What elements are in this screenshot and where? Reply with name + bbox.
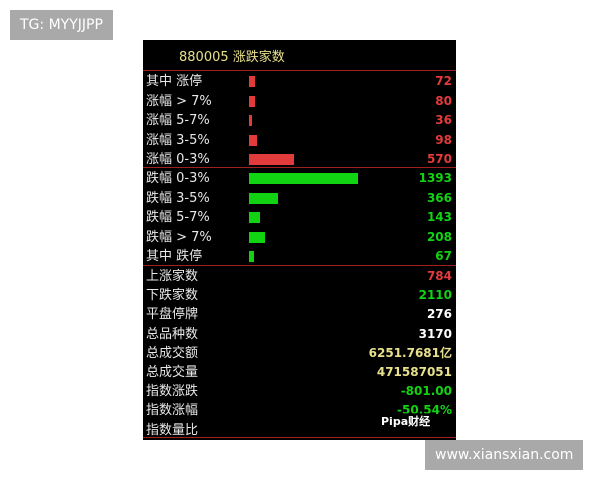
bar (249, 251, 255, 262)
bar (249, 134, 257, 146)
bar (249, 212, 261, 223)
row-label: 其中 跌停 (146, 249, 203, 264)
panel-title: 880005 涨跌家数 (179, 50, 285, 65)
stat-value: 471587051 (376, 365, 452, 379)
separator (143, 265, 456, 266)
tag: TG: MYYJJPP (10, 10, 113, 40)
row-label: 涨幅 5-7% (146, 113, 210, 128)
breadth-row: 涨幅 > 7% 80 (143, 92, 456, 111)
stat-label: 下跌家数 (146, 288, 199, 304)
stat-label: 总成交额 (146, 345, 199, 361)
row-label: 涨幅 > 7% (146, 93, 212, 109)
stat-value: 276 (426, 307, 452, 322)
stat-row: 总成交额 6251.7681亿 (143, 344, 456, 363)
stat-row: 指数涨跌 -801.00 (143, 382, 456, 401)
row-value: 1393 (418, 171, 452, 185)
row-value: 143 (426, 210, 452, 224)
stat-label: 指数涨跌 (146, 384, 199, 400)
stat-row: 上涨家数 784 (143, 267, 456, 286)
breadth-row: 其中 跌停 67 (143, 247, 456, 266)
breadth-row: 涨幅 5-7% 36 (143, 111, 456, 130)
bar (249, 115, 252, 126)
separator (143, 437, 456, 438)
breadth-row: 其中 涨停 72 (143, 72, 456, 91)
stat-value: -801.00 (400, 384, 452, 399)
separator (143, 70, 456, 71)
bar (249, 154, 294, 165)
stat-label: 总成交量 (146, 365, 199, 380)
stat-row: 指数量比 (143, 421, 456, 440)
breadth-panel: 880005 涨跌家数 其中 涨停 72 涨幅 > 7% 80 涨幅 5-7% 36 涨幅 … (143, 40, 456, 440)
bar (249, 95, 256, 107)
bar (249, 76, 255, 87)
row-label: 跌幅 0-3% (146, 171, 210, 186)
row-value: 36 (435, 113, 452, 127)
stat-row: 平盘停牌 276 (143, 305, 456, 324)
breadth-row: 涨幅 0-3% 570 (143, 150, 456, 169)
stat-value: 6251.7681亿 (368, 345, 452, 360)
separator (143, 167, 456, 168)
breadth-row: 跌幅 > 7% 208 (143, 228, 456, 247)
stat-value: 3170 (418, 326, 452, 341)
row-value: 208 (426, 229, 452, 244)
stat-value: 784 (426, 269, 452, 283)
row-label: 涨幅 0-3% (146, 152, 210, 167)
stat-row: 总品种数 3170 (143, 325, 456, 344)
bar (249, 231, 266, 243)
row-value: 570 (426, 152, 452, 166)
site-tag: www.xiansxian.com (425, 440, 584, 470)
breadth-row: 涨幅 3-5% 98 (143, 131, 456, 150)
stat-value: 2110 (418, 288, 452, 303)
breadth-row: 跌幅 3-5% 366 (143, 189, 456, 208)
row-label: 跌幅 > 7% (146, 229, 212, 245)
stat-label: 总品种数 (146, 326, 199, 342)
bar (249, 192, 278, 204)
row-value: 67 (435, 249, 452, 263)
row-value: 98 (435, 132, 452, 147)
breadth-row: 跌幅 0-3% 1393 (143, 169, 456, 188)
breadth-row: 跌幅 5-7% 143 (143, 208, 456, 227)
stat-label: 指数涨幅 (146, 403, 199, 419)
row-value: 72 (435, 74, 452, 88)
stat-row: 下跌家数 2110 (143, 286, 456, 305)
row-label: 跌幅 5-7% (146, 210, 210, 225)
row-label: 跌幅 3-5% (146, 190, 210, 206)
row-label: 其中 涨停 (146, 74, 203, 89)
row-label: 涨幅 3-5% (146, 132, 210, 148)
watermark: Pipa财经 (381, 413, 431, 429)
bar (249, 173, 359, 184)
stat-label: 平盘停牌 (146, 307, 199, 323)
stat-label: 指数量比 (146, 422, 199, 438)
stat-label: 上涨家数 (146, 269, 199, 284)
row-value: 80 (435, 93, 452, 108)
stat-row: 总成交量 471587051 (143, 363, 456, 382)
row-value: 366 (426, 190, 452, 205)
